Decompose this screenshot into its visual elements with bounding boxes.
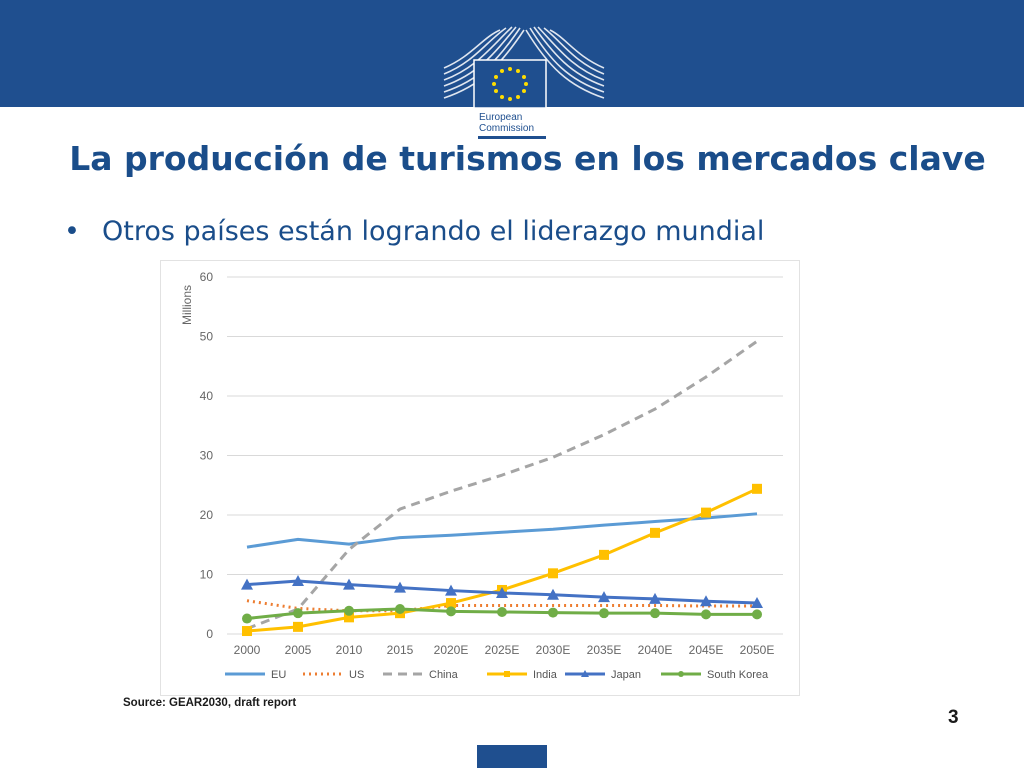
data-point (242, 613, 252, 624)
bullet-dot-icon: • (64, 216, 80, 247)
legend-marker (581, 670, 589, 677)
line-chart: 0 10 20 30 40 50 60 2000 2005 2010 2015 2020E 2025E 2… (160, 260, 800, 696)
y-tick-label: 60 (200, 270, 214, 284)
data-point (599, 549, 609, 560)
y-tick-label: 50 (200, 330, 214, 344)
y-tick-label: 10 (200, 568, 214, 582)
x-tick-label: 2050E (740, 643, 775, 657)
logo-line1: European (479, 112, 523, 123)
data-point (701, 507, 711, 518)
bullet-item: • Otros países están logrando el liderazg… (64, 216, 764, 247)
data-point (242, 626, 252, 637)
data-point (344, 612, 354, 623)
data-point (344, 605, 354, 616)
legend-marker (678, 671, 684, 677)
x-tick-label: 2010 (336, 643, 363, 657)
data-point (395, 604, 405, 615)
data-point (649, 592, 661, 604)
data-point (751, 597, 763, 609)
series-line (246, 599, 757, 613)
data-point (241, 578, 253, 590)
x-tick-label: 2045E (689, 643, 724, 657)
series-us (246, 599, 757, 613)
series-japan (241, 575, 763, 609)
series-line (246, 340, 758, 631)
legend-entry: US (303, 669, 364, 681)
bullet-text: Otros países están logrando el liderazgo… (102, 216, 765, 247)
x-tick-label: 2035E (587, 643, 622, 657)
data-point (701, 609, 711, 620)
data-point (752, 609, 762, 620)
data-point (496, 586, 508, 598)
data-point (445, 584, 457, 596)
data-point (700, 595, 712, 607)
series-line (246, 512, 758, 549)
y-tick-label: 0 (206, 627, 213, 641)
legend-label: South Korea (707, 669, 769, 681)
logo-underline (478, 136, 546, 139)
data-point (293, 608, 303, 619)
data-point (446, 598, 456, 609)
page-number: 3 (948, 707, 959, 728)
source-note: Source: GEAR2030, draft report (123, 697, 297, 709)
x-tick-label: 2015 (387, 643, 414, 657)
data-point (599, 608, 609, 619)
series-china (246, 340, 758, 631)
legend-label: China (429, 669, 459, 681)
x-tick-label: 2000 (234, 643, 261, 657)
y-tick-label: 30 (200, 449, 214, 463)
logo-line2: Commission (479, 123, 535, 134)
legend-marker (504, 671, 510, 677)
data-point (598, 591, 610, 603)
legend-label: Japan (611, 669, 641, 681)
data-point (752, 483, 762, 494)
y-axis-label: Millions (180, 285, 194, 325)
x-tick-label: 2005 (285, 643, 312, 657)
legend-label: India (533, 669, 558, 681)
legend-label: EU (271, 669, 286, 681)
legend-label: US (349, 669, 364, 681)
data-point (497, 606, 507, 617)
data-point (650, 608, 660, 619)
legend-entry: China (383, 669, 459, 681)
series-eu (246, 512, 758, 549)
data-point (343, 578, 355, 590)
x-tick-label: 2020E (434, 643, 469, 657)
legend-entry: EU (225, 669, 286, 681)
y-tick-label: 20 (200, 508, 214, 522)
data-point (547, 588, 559, 600)
data-point (650, 527, 660, 538)
data-point (548, 607, 558, 618)
data-point (293, 621, 303, 632)
legend-entry: India (487, 669, 558, 681)
footer-band (477, 745, 547, 768)
legend-entry: South Korea (661, 669, 769, 681)
y-tick-label: 40 (200, 389, 214, 403)
slide-title: La producción de turismos en los mercado… (69, 139, 986, 178)
data-point (446, 606, 456, 617)
data-point (548, 568, 558, 579)
x-tick-label: 2030E (536, 643, 571, 657)
x-tick-label: 2025E (485, 643, 520, 657)
logo-wordmark: European Commission (479, 112, 534, 134)
chart-canvas: 0 10 20 30 40 50 60 2000 2005 2010 2015 2020E 2025E 2… (180, 270, 783, 681)
data-point (394, 581, 406, 593)
european-commission-logo (443, 26, 605, 109)
legend-entry: Japan (565, 669, 641, 681)
x-tick-label: 2040E (638, 643, 673, 657)
data-point (292, 575, 304, 587)
series-south-korea (242, 604, 762, 624)
